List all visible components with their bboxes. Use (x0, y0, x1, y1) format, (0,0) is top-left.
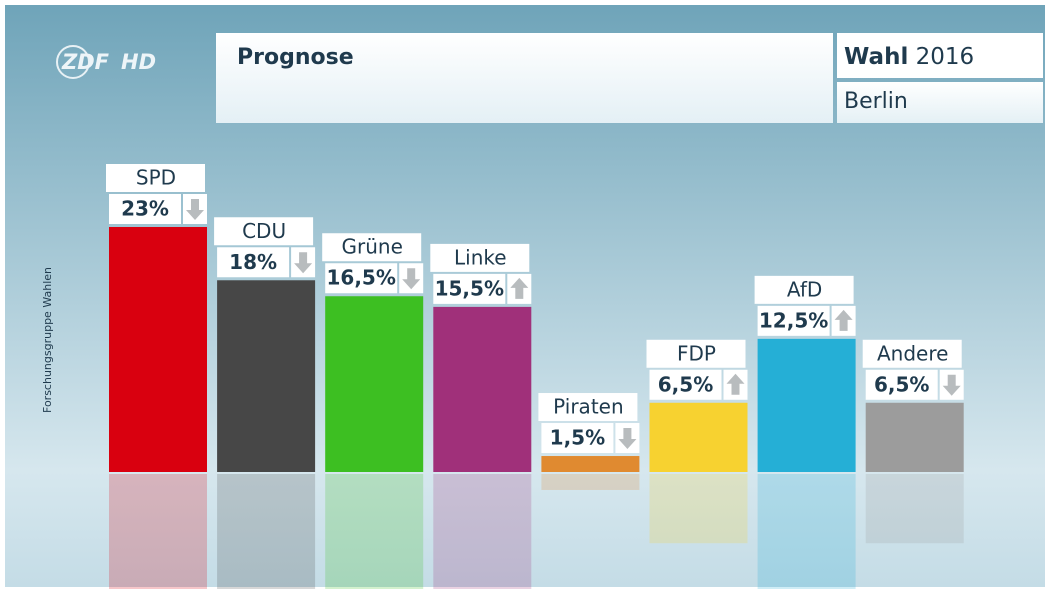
name-box (430, 243, 530, 272)
name-box (862, 339, 962, 368)
trend-arrow (186, 199, 204, 220)
trend-arrow (726, 373, 745, 395)
value-label: 18% (229, 250, 277, 274)
category-label: SPD (136, 166, 176, 190)
value-box (649, 369, 722, 400)
name-box (754, 275, 854, 304)
value-label: 6,5% (658, 372, 713, 396)
value-box (865, 369, 938, 400)
bar (217, 280, 316, 472)
category-label: Linke (454, 245, 507, 269)
region-box (837, 82, 1043, 123)
category-label: FDP (677, 341, 716, 365)
election: Wahl 2016 (844, 44, 974, 70)
trend-arrow (942, 374, 961, 396)
election-label: Wahl (844, 44, 908, 70)
bar (865, 402, 964, 472)
bar (325, 296, 424, 472)
value-box (433, 273, 506, 304)
election-box (837, 33, 1043, 78)
header-title: Prognose (237, 45, 354, 70)
value-label: 23% (121, 197, 169, 221)
bar-reflection (541, 474, 640, 490)
value-label: 16,5% (327, 266, 396, 290)
trend-arrow (618, 428, 637, 450)
bar-reflection (325, 474, 424, 589)
bar-reflection (109, 474, 207, 589)
bar-reflection (649, 474, 748, 544)
category-label: CDU (242, 219, 286, 243)
election-year: 2016 (916, 44, 975, 70)
trend-arrow (294, 252, 313, 274)
bar-reflection (757, 474, 856, 589)
name-box (538, 393, 638, 422)
category-label: Andere (877, 341, 948, 365)
trend-arrow (834, 309, 853, 331)
trend-arrow (402, 268, 421, 290)
bar (757, 338, 856, 472)
value-label: 12,5% (759, 308, 828, 332)
value-box (217, 247, 290, 278)
name-box (106, 164, 205, 192)
region: Berlin (844, 89, 908, 114)
source: Forschungsgruppe Wahlen (41, 267, 54, 413)
bar (109, 227, 207, 472)
value-label: 1,5% (550, 426, 605, 450)
name-box (322, 233, 422, 262)
category-label: AfD (787, 277, 822, 301)
logo-ring (56, 45, 90, 79)
bar-reflection (433, 474, 532, 589)
value-box (541, 423, 614, 454)
bar (649, 402, 748, 472)
category-label: Grüne (342, 235, 403, 259)
value-label: 15,5% (435, 276, 504, 300)
bar (433, 306, 532, 472)
bar-reflection (865, 474, 964, 544)
logo: ZDF HD (56, 45, 156, 79)
header-box (216, 33, 833, 123)
value-box (325, 263, 398, 294)
name-box (214, 217, 314, 246)
value-box (757, 305, 830, 336)
category-label: Piraten (553, 395, 623, 419)
logo-brand: ZDF (61, 50, 110, 74)
trend-arrow (510, 277, 529, 299)
name-box (646, 339, 746, 368)
logo-suffix: HD (121, 50, 156, 74)
bar-reflection (217, 474, 316, 589)
value-label: 6,5% (874, 372, 929, 396)
bar (541, 456, 640, 472)
value-box (109, 194, 181, 224)
